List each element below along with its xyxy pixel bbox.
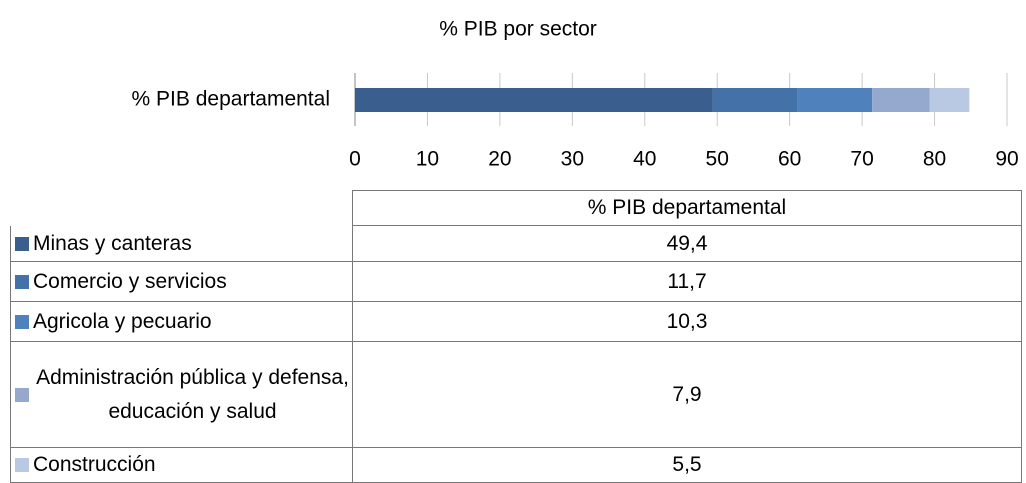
table-row: Minas y canteras 49,4 — [10, 226, 1022, 262]
legend-label: Minas y canteras — [33, 231, 192, 255]
legend-swatch — [15, 458, 29, 472]
x-tick-label: 90 — [995, 148, 1018, 171]
x-tick-label: 20 — [488, 148, 511, 171]
legend-entry: Construcción — [10, 448, 352, 483]
legend-swatch — [15, 236, 29, 251]
bar-segment — [929, 88, 970, 112]
table-row: Administración pública y defensa, educac… — [10, 342, 1022, 448]
legend-entry: Minas y canteras — [10, 226, 352, 262]
table-header-row: % PIB departamental — [10, 190, 1022, 226]
bar-segment — [712, 88, 798, 112]
table-corner — [10, 190, 352, 226]
data-table: % PIB departamental Minas y canteras 49,4 C… — [10, 190, 1022, 483]
table-value: 49,4 — [352, 226, 1022, 262]
chart: % PIB por sector 0 10 20 30 40 50 60 70 80 90 % PI… — [132, 18, 1019, 171]
legend-entry: Agricola y pecuario — [10, 302, 352, 342]
table-row: Agricola y pecuario 10,3 — [10, 302, 1022, 342]
legend-label: Construcción — [33, 453, 156, 476]
table-value: 7,9 — [352, 342, 1022, 448]
table-row: Comercio y servicios 11,7 — [10, 262, 1022, 302]
x-tick-label: 70 — [850, 148, 873, 171]
x-tick-label: 0 — [349, 148, 361, 171]
bar-segment — [355, 88, 713, 112]
table-row: Construcción 5,5 — [10, 448, 1022, 483]
x-tick-label: 80 — [923, 148, 946, 171]
x-tick-label: 40 — [633, 148, 656, 171]
legend-swatch — [15, 274, 29, 289]
legend-entry: Administración pública y defensa, educac… — [10, 342, 352, 448]
legend-label: Administración pública y defensa, educac… — [36, 365, 349, 423]
bar-segment — [872, 88, 930, 112]
table-header-cell: % PIB departamental — [352, 190, 1022, 226]
x-tick-label: 30 — [561, 148, 584, 171]
y-tick-label: % PIB departamental — [132, 88, 330, 111]
legend-label: Comercio y servicios — [33, 269, 227, 293]
legend-entry: Comercio y servicios — [10, 262, 352, 302]
bar-segment — [797, 88, 873, 112]
legend-label: Agricola y pecuario — [33, 309, 212, 333]
legend-swatch — [15, 314, 29, 329]
table-value: 10,3 — [352, 302, 1022, 342]
table-value: 11,7 — [352, 262, 1022, 302]
table-value: 5,5 — [352, 448, 1022, 483]
chart-title: % PIB por sector — [439, 18, 597, 41]
x-tick-label: 10 — [416, 148, 439, 171]
x-tick-label: 60 — [778, 148, 801, 171]
x-tick-label: 50 — [706, 148, 729, 171]
legend-swatch — [15, 387, 29, 402]
